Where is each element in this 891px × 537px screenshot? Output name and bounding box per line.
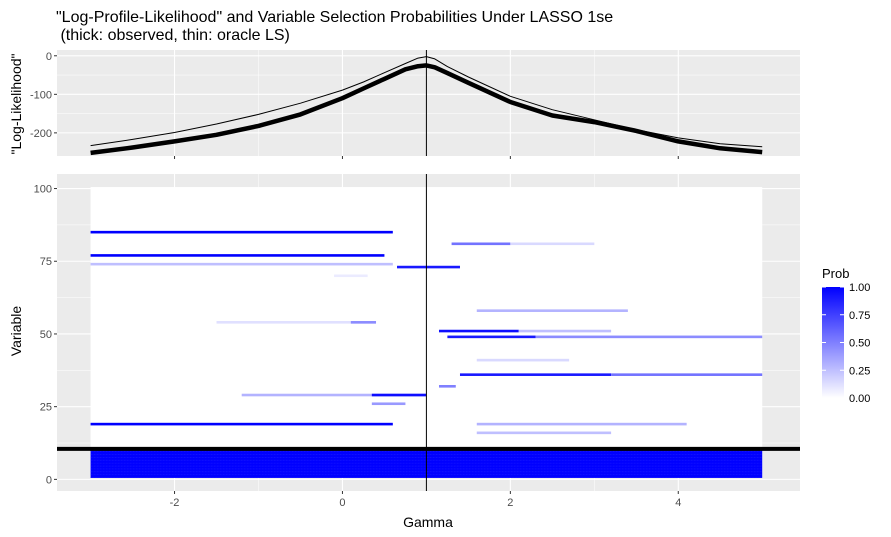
- legend-colorbar: [822, 287, 844, 398]
- x-axis-label: Gamma: [403, 514, 453, 530]
- heatmap-tile-var-29: [241, 393, 427, 397]
- heatmap-tile-var-70: [334, 274, 368, 278]
- y-axis-label-top: "Log-Likelihood": [8, 53, 24, 154]
- series-line-oracle: [90, 56, 763, 148]
- heatmap-tile-var-74: [90, 262, 393, 266]
- chart-title-line-1: "Log-Profile-Likelihood" and Variable Se…: [56, 9, 614, 26]
- bottom-x-tick-label: 4: [675, 497, 681, 509]
- top-y-tick-label: -100: [30, 89, 52, 101]
- heatmap-tile-var-36: [459, 373, 612, 376]
- heatmap-tile-var-19: [476, 422, 687, 426]
- heatmap-tile-var-32: [438, 385, 456, 388]
- heatmap-tile-var-73: [397, 265, 460, 269]
- top-y-tick-label: 0: [46, 51, 52, 63]
- heatmap-tile-var-19: [90, 422, 393, 426]
- bottom-x-tick-label: -2: [170, 497, 180, 509]
- heatmap-tile-var-58: [476, 309, 628, 312]
- bottom-x-tick-label: 2: [507, 497, 513, 509]
- likelihood-panel: 0 -100 -200: [30, 50, 800, 159]
- legend-tick-label: 0.25: [849, 365, 870, 377]
- bottom-y-tick-label: 100: [34, 184, 52, 196]
- legend-title: Prob: [822, 266, 849, 281]
- legend-tick-label: 0.50: [849, 338, 870, 350]
- bottom-y-tick-label: 75: [40, 256, 52, 268]
- heatmap-tile-var-29: [371, 393, 427, 397]
- heatmap-tile-var-85: [90, 230, 393, 234]
- top-y-tick-label: -200: [30, 128, 52, 140]
- legend-tick-label: 0.75: [849, 310, 870, 322]
- heatmap-tile-var-41: [476, 358, 570, 362]
- bottom-y-tick-label: 50: [40, 329, 52, 341]
- heatmap-tile-var-81: [451, 242, 511, 246]
- chart-title-line-2: (thick: observed, thin: oracle LS): [56, 27, 290, 44]
- selection-heatmap-panel: 0 25 50 75 100 -2 0 2 4: [34, 174, 800, 509]
- legend-tick-label: 0.00: [849, 393, 870, 405]
- y-axis-label-bottom: Variable: [8, 306, 24, 357]
- axis-labels: Gamma "Log-Likelihood" Variable: [8, 53, 453, 530]
- heatmap-tile-var-16: [476, 431, 612, 435]
- heatmap-tile-var-26: [371, 402, 406, 406]
- heatmap-tile-var-54: [216, 321, 377, 324]
- bottom-y-tick-label: 25: [40, 402, 52, 414]
- series-line-observed: [90, 63, 763, 156]
- prob-legend: Prob 1.00 0.75 0.50 0.25 0.00: [822, 266, 870, 405]
- heatmap-tile-var-51: [518, 329, 612, 333]
- bottom-y-tick-label: 0: [46, 474, 52, 486]
- bottom-x-tick-label: 0: [339, 497, 345, 509]
- legend-tick-label: 1.00: [849, 282, 870, 294]
- heatmap-tile-var-49: [535, 335, 763, 339]
- heatmap-tile-var-51: [438, 329, 519, 333]
- heatmap-tile-var-77: [90, 254, 385, 257]
- heatmap-tile-var-49: [447, 335, 536, 339]
- heatmap-tile-var-54: [350, 321, 377, 324]
- heatmap-tile-var-81: [510, 242, 595, 246]
- heatmap-tile-var-36: [611, 373, 763, 376]
